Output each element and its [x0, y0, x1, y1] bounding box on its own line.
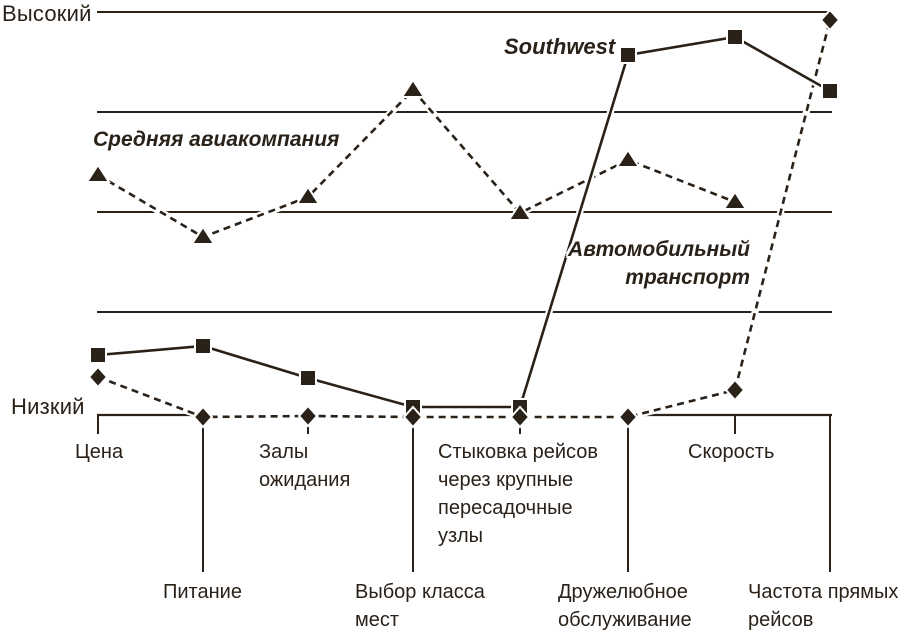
marker-triangle: [295, 185, 321, 205]
y-axis-high-label: Высокий: [2, 1, 92, 26]
series-label-southwest: Southwest: [504, 34, 616, 59]
marker-diamond: [819, 8, 841, 32]
axis-category-label-line: ожидания: [259, 469, 351, 491]
axis-category-label-line: Частота прямых: [748, 581, 899, 603]
marker-triangle: [722, 190, 748, 210]
axis-category-label-line: Питание: [163, 581, 242, 603]
axis-category-label-line: пересадочные: [438, 497, 573, 519]
axis-category-label-line: рейсов: [748, 609, 814, 631]
axis-category-label-line: через крупные: [438, 469, 574, 491]
marker-diamond: [192, 405, 214, 429]
axis-category-label-line: мест: [355, 609, 400, 631]
axis-category-label-line: Залы: [259, 441, 309, 463]
marker-diamond: [297, 404, 319, 428]
series-label-average-airline: Средняя авиакомпания: [93, 128, 340, 151]
marker-diamond: [617, 405, 639, 429]
axis-category-label-line: Дружелюбное: [558, 581, 688, 603]
series-line-southwest: [97, 35, 831, 409]
axis-category-label-line: Цена: [75, 441, 124, 463]
axis-category-label-line: Выбор класса: [355, 581, 485, 603]
axis-category-label: Цена: [75, 438, 123, 466]
series-label-auto-line1: Автомобильный: [568, 238, 750, 261]
marker-triangle: [85, 163, 111, 183]
marker-square: [726, 28, 744, 46]
marker-square: [194, 337, 212, 355]
marker-diamond: [509, 405, 531, 429]
marker-diamond: [724, 378, 746, 402]
series-line-auto-transport-casing: [96, 19, 834, 421]
axis-category-label: Питание: [163, 578, 242, 606]
marker-square: [619, 46, 637, 64]
axis-category-label-line: узлы: [438, 525, 483, 547]
marker-diamond: [87, 365, 109, 389]
axis-category-label-line: Стыковка рейсов: [438, 441, 598, 463]
axis-category-label: Частота прямых рейсов: [748, 578, 898, 632]
marker-triangle: [190, 225, 216, 245]
marker-triangle: [400, 78, 426, 98]
marker-square: [821, 82, 839, 100]
series-label-auto-transport: Автомобильный транспорт: [545, 236, 750, 292]
axis-category-label: Залы ожидания: [259, 438, 350, 494]
axis-category-label-line: Скорость: [688, 441, 775, 463]
axis-category-label-line: обслуживание: [558, 609, 692, 631]
marker-square: [299, 369, 317, 387]
y-axis-low-label: Низкий: [11, 394, 85, 419]
axis-category-label: Скорость: [688, 438, 774, 466]
marker-triangle: [507, 201, 533, 221]
marker-triangle: [615, 148, 641, 168]
marker-diamond: [402, 405, 424, 429]
marker-square: [89, 346, 107, 364]
axis-category-label: Стыковка рейсов через крупные пересадочные…: [438, 438, 598, 550]
axis-category-label: Дружелюбное обслуживание: [558, 578, 692, 632]
axis-category-label: Выбор класса мест: [355, 578, 485, 632]
series-label-auto-line2: транспорт: [625, 266, 750, 289]
series-line-auto-transport: [97, 19, 832, 419]
